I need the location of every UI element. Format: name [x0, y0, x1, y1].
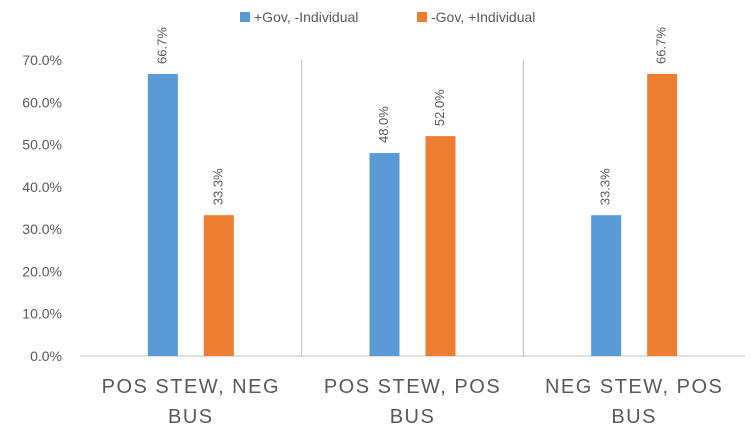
bar	[647, 73, 678, 356]
data-label: 52.0%	[432, 89, 447, 126]
x-axis: POS STEW, NEG BUS POS STEW, POS BUS NEG STEW…	[102, 376, 723, 428]
data-label: 33.3%	[210, 168, 225, 205]
bar	[203, 215, 234, 356]
data-label: 66.7%	[654, 27, 669, 64]
bar	[369, 153, 400, 356]
legend: +Gov, -Individual -Gov, +Individual	[240, 9, 535, 25]
category-label: POS STEW, POS	[324, 376, 501, 398]
category-label: BUS	[611, 406, 657, 428]
y-tick-label: 70.0%	[22, 52, 62, 68]
y-axis: 0.0% 10.0% 20.0% 30.0% 40.0% 50.0% 60.0% 70.0%	[22, 52, 62, 364]
bar	[591, 215, 622, 356]
y-tick-label: 30.0%	[22, 221, 62, 237]
bar	[147, 73, 178, 356]
legend-swatch	[240, 12, 250, 22]
category-label: BUS	[390, 406, 436, 428]
y-tick-label: 10.0%	[22, 306, 62, 322]
y-tick-label: 40.0%	[22, 179, 62, 195]
legend-swatch	[417, 12, 427, 22]
y-tick-label: 60.0%	[22, 94, 62, 110]
legend-label: -Gov, +Individual	[431, 9, 535, 25]
data-label: 66.7%	[154, 27, 169, 64]
y-tick-label: 20.0%	[22, 263, 62, 279]
category-label: NEG STEW, POS	[545, 376, 723, 398]
bar	[425, 136, 456, 356]
y-tick-label: 50.0%	[22, 137, 62, 153]
category-label: POS STEW, NEG	[102, 376, 280, 398]
data-label: 33.3%	[598, 168, 613, 205]
category-label: BUS	[168, 406, 214, 428]
y-tick-label: 0.0%	[30, 348, 62, 364]
data-label: 48.0%	[376, 106, 391, 143]
category-separators	[80, 60, 745, 357]
legend-label: +Gov, -Individual	[254, 9, 358, 25]
bars: 66.7% 48.0% 33.3% 33.3% 52.0% 66.7%	[147, 27, 678, 356]
